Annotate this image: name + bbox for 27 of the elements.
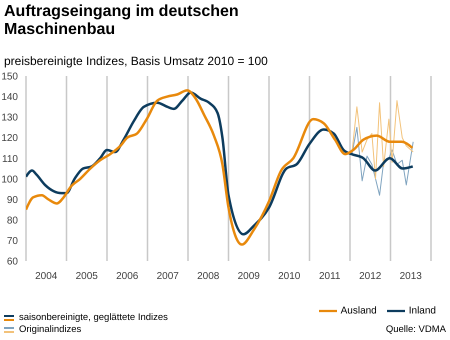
text: Originalindizes xyxy=(18,324,82,335)
y-tick-label: 60 xyxy=(6,256,18,268)
y-tick-label: 120 xyxy=(1,133,18,144)
legend-label: Ausland xyxy=(340,306,377,317)
x-tick-label: 2009 xyxy=(238,271,260,282)
x-tick-label: 2004 xyxy=(35,271,58,282)
y-tick-label: 150 xyxy=(1,72,18,83)
x-tick-label: 2012 xyxy=(359,271,382,282)
text: saisonbereinigte, geglättete Indizes xyxy=(18,312,168,323)
chart-subtitle: preisbereinigte Indizes, Basis Umsatz 2010 = 100 xyxy=(4,54,268,68)
x-tick-label: 2005 xyxy=(76,271,98,282)
y-tick-label: 70 xyxy=(6,236,18,247)
x-tick-label: 2013 xyxy=(400,271,422,282)
x-tick-label: 2010 xyxy=(278,271,301,282)
legend-label: Inland xyxy=(408,306,436,317)
y-tick-label: 100 xyxy=(1,174,18,186)
x-tick-label: 2006 xyxy=(116,271,139,282)
y-tick-label: 90 xyxy=(6,194,18,206)
y-tick-label: 140 xyxy=(1,92,18,104)
chart-title: Auftragseingang im deutschen Maschinenbau xyxy=(4,3,240,39)
source-note: Quelle: VDMA xyxy=(386,324,446,335)
y-tick-label: 80 xyxy=(6,215,18,226)
x-tick-label: 2007 xyxy=(156,271,180,282)
x-tick-label: 2011 xyxy=(318,271,341,282)
y-tick-label: 130 xyxy=(1,112,18,124)
x-tick-label: 2008 xyxy=(197,271,220,282)
y-tick-label: 110 xyxy=(2,154,18,165)
